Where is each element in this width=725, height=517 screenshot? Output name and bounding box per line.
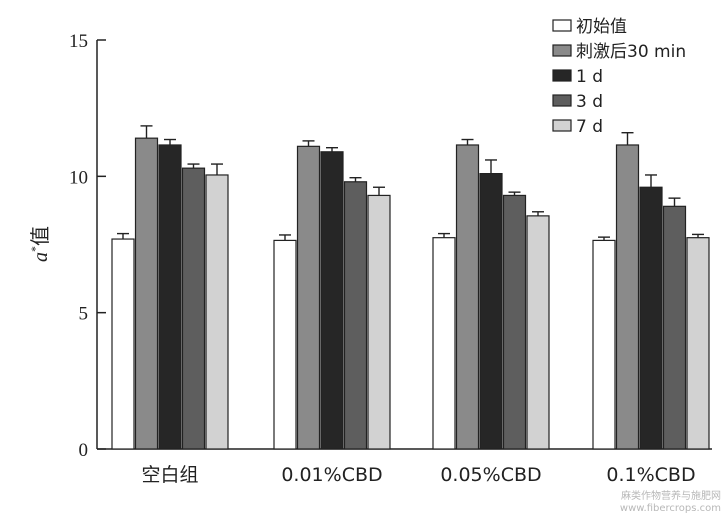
- y-tick-label: 0: [79, 440, 89, 461]
- watermark: 麻类作物营养与施肥网 www.fibercrops.com: [620, 491, 721, 515]
- watermark-line-2: www.fibercrops.com: [619, 503, 721, 514]
- bar: [455, 144, 480, 450]
- y-tick-label: 15: [69, 31, 88, 52]
- bar: [592, 239, 616, 450]
- y-axis-label: a*值: [28, 226, 52, 262]
- bar: [111, 238, 135, 450]
- bar: [662, 205, 687, 450]
- y-tick-label: 10: [69, 167, 88, 188]
- watermark-line-1: 麻类作物营养与施肥网: [621, 491, 721, 502]
- bar: [343, 181, 368, 450]
- legend-label: 7 d: [576, 117, 603, 137]
- bar: [686, 237, 710, 450]
- x-category-label: 0.01%CBD: [281, 464, 382, 486]
- bar: [296, 145, 321, 450]
- legend-label: 初始值: [576, 17, 627, 37]
- bar: [502, 194, 527, 450]
- bar: [615, 144, 640, 450]
- bar: [367, 194, 391, 450]
- legend-swatch: [552, 19, 572, 32]
- bar: [205, 174, 229, 450]
- legend-label: 1 d: [576, 67, 603, 87]
- legend-swatch: [552, 69, 572, 82]
- bar: [158, 144, 182, 450]
- bar: [181, 167, 206, 450]
- bar: [479, 173, 503, 450]
- bar: [273, 239, 297, 450]
- bar: [639, 186, 663, 450]
- x-category-label: 空白组: [141, 464, 198, 486]
- bar: [432, 237, 456, 450]
- x-category-label: 0.05%CBD: [440, 464, 541, 486]
- legend-swatch: [552, 119, 572, 132]
- x-category-label: 0.1%CBD: [606, 464, 695, 486]
- bar: [134, 137, 159, 450]
- legend-label: 刺激后30 min: [576, 42, 686, 62]
- y-tick-label: 5: [79, 304, 89, 325]
- bar: [320, 151, 344, 450]
- legend-swatch: [552, 44, 572, 57]
- legend-label: 3 d: [576, 92, 603, 112]
- legend-swatch: [552, 94, 572, 107]
- bar: [526, 215, 550, 450]
